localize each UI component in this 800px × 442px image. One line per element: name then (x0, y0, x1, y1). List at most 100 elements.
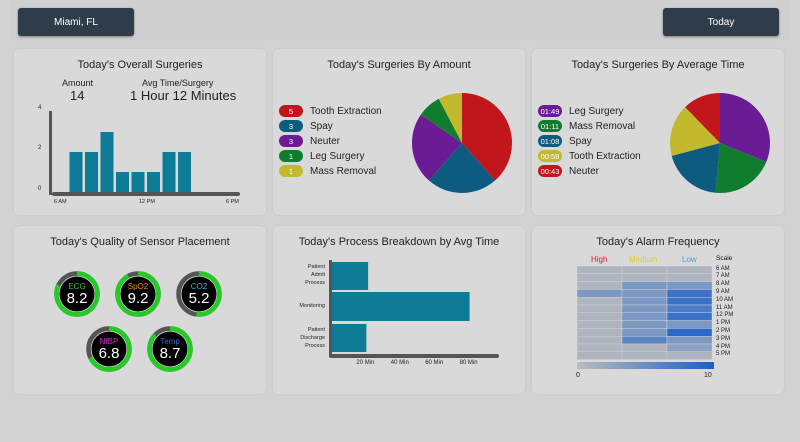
legend-item: 00:43 Neuter (538, 165, 599, 177)
hour-label: 6 AM (716, 265, 730, 272)
heatmap-cell (621, 351, 668, 360)
sensor-gauge-co2: CO2 5.2 (176, 271, 222, 317)
heatmap-cell (576, 281, 623, 290)
legend-item: 01:08 Spay (538, 135, 592, 147)
legend-item: 5 Tooth Extraction (279, 105, 382, 117)
hour-label: 4 PM (716, 343, 731, 350)
heatmap-cell (666, 335, 713, 345)
surgery-count-bar (131, 172, 145, 192)
hour-label: 7 AM (716, 273, 730, 280)
category-label: Process (305, 343, 325, 349)
category-label: Monitoring (299, 303, 325, 309)
heatmap-cell (666, 296, 713, 306)
date-button[interactable]: Today (663, 8, 779, 36)
panel-title: Today's Alarm Frequency (596, 236, 720, 248)
x-tick-label: 12 PM (139, 199, 155, 205)
heatmap-cell (576, 289, 623, 298)
sensor-value: 6.8 (98, 345, 120, 362)
y-tick-label: 4 (38, 105, 42, 111)
scale-label: Scale (716, 255, 733, 262)
surgery-count-bar (116, 172, 129, 192)
gauge-fill (176, 271, 222, 317)
sensor-value: 8.2 (66, 290, 88, 307)
heatmap-cell (576, 328, 623, 337)
legend-badge: 01:49 (538, 105, 562, 117)
x-tick-label: 6 AM (54, 199, 67, 205)
x-tick-label: 40 Min (390, 360, 409, 366)
heatmap-cell (576, 320, 623, 329)
sensor-value: 9.2 (127, 290, 149, 307)
process-bar (332, 324, 367, 352)
sensor-gauge-ecg: ECG 8.2 (54, 271, 100, 317)
heatmap-cell (621, 296, 668, 306)
amount-label: Amount (62, 78, 94, 88)
scale-min-label: 0 (576, 372, 580, 379)
legend-item: 3 Spay (279, 120, 333, 132)
heatmap-cell (621, 343, 668, 353)
location-button[interactable]: Miami, FL (18, 8, 134, 36)
pie-slice (720, 93, 770, 162)
legend-badge: 00:59 (538, 150, 562, 162)
heatmap-cell (666, 320, 713, 329)
heatmap-cell (666, 351, 713, 360)
heatmap-cell (666, 281, 713, 290)
y-axis-line (49, 111, 52, 195)
medium-label: Medium (629, 255, 658, 264)
legend-label: Tooth Extraction (310, 105, 382, 117)
y-tick-label: 0 (38, 186, 42, 192)
surgeries-by-time-panel: Today's Surgeries By Average Time 01:49 L… (532, 49, 784, 215)
heatmap-cell (621, 265, 668, 275)
legend-badge: 1 (279, 165, 303, 177)
hour-label: 2 PM (716, 327, 731, 334)
gauge-fill (54, 271, 100, 317)
sensor-name: NIBP (99, 337, 119, 346)
legend-item: 3 Neuter (279, 135, 340, 147)
heatmap-cell (576, 335, 623, 345)
heatmap-cell (621, 320, 668, 329)
category-label: Process (305, 280, 325, 286)
legend-badge: 01:08 (538, 135, 562, 147)
avg-time-value: 1 Hour 12 Minutes (130, 88, 237, 103)
panel-title: Today's Overall Surgeries (77, 59, 203, 71)
hour-label: 12 PM (716, 312, 734, 319)
heatmap-cell (576, 265, 623, 275)
surgery-count-bar (162, 152, 176, 192)
heatmap-cell (666, 328, 713, 337)
surgery-count-bar (178, 152, 191, 192)
sensor-name: CO2 (190, 282, 208, 291)
pie-slice (715, 143, 767, 193)
hour-label: 10 AM (716, 296, 734, 303)
legend-item: 01:11 Mass Removal (538, 120, 635, 132)
hour-label: 9 AM (716, 288, 730, 295)
legend-label: Tooth Extraction (569, 150, 641, 162)
heatmap-cell (621, 335, 668, 345)
sensor-gauge-temp: Temp 8.7 (147, 326, 193, 372)
hour-label: 11 AM (716, 304, 733, 311)
heatmap-cell (666, 273, 713, 282)
gauge-center (91, 331, 127, 367)
gauge-fill (115, 271, 161, 317)
heatmap-cell (621, 289, 668, 298)
surgery-count-bar (100, 132, 114, 192)
hour-label: 1 PM (716, 320, 731, 327)
alarm-frequency-panel: Today's Alarm Frequency High Medium Low … (532, 226, 784, 394)
panel-title: Today's Surgeries By Average Time (571, 59, 745, 71)
legend-item: 01:49 Leg Surgery (538, 105, 623, 117)
top-bar (10, 0, 790, 40)
sensor-name: SpO2 (127, 282, 149, 291)
y-axis-line (329, 260, 332, 356)
legend-label: Mass Removal (569, 120, 636, 132)
heatmap-cell (666, 312, 713, 321)
gauge-center (59, 276, 95, 312)
overall-bar-chart (49, 111, 240, 196)
heatmap-cell (666, 343, 713, 353)
heatmap-cell (576, 304, 623, 314)
pie-slice (462, 93, 512, 181)
category-label: Patient (307, 327, 325, 333)
heatmap-cell (576, 312, 623, 321)
legend-badge: 1 (279, 150, 303, 162)
surgeries-by-amount-panel: Today's Surgeries By Amount 5 Tooth Extra… (273, 49, 525, 215)
legend-item: 1 Mass Removal (279, 165, 376, 177)
panel-title: Today's Quality of Sensor Placement (50, 236, 230, 248)
hour-label: 3 PM (716, 335, 731, 342)
